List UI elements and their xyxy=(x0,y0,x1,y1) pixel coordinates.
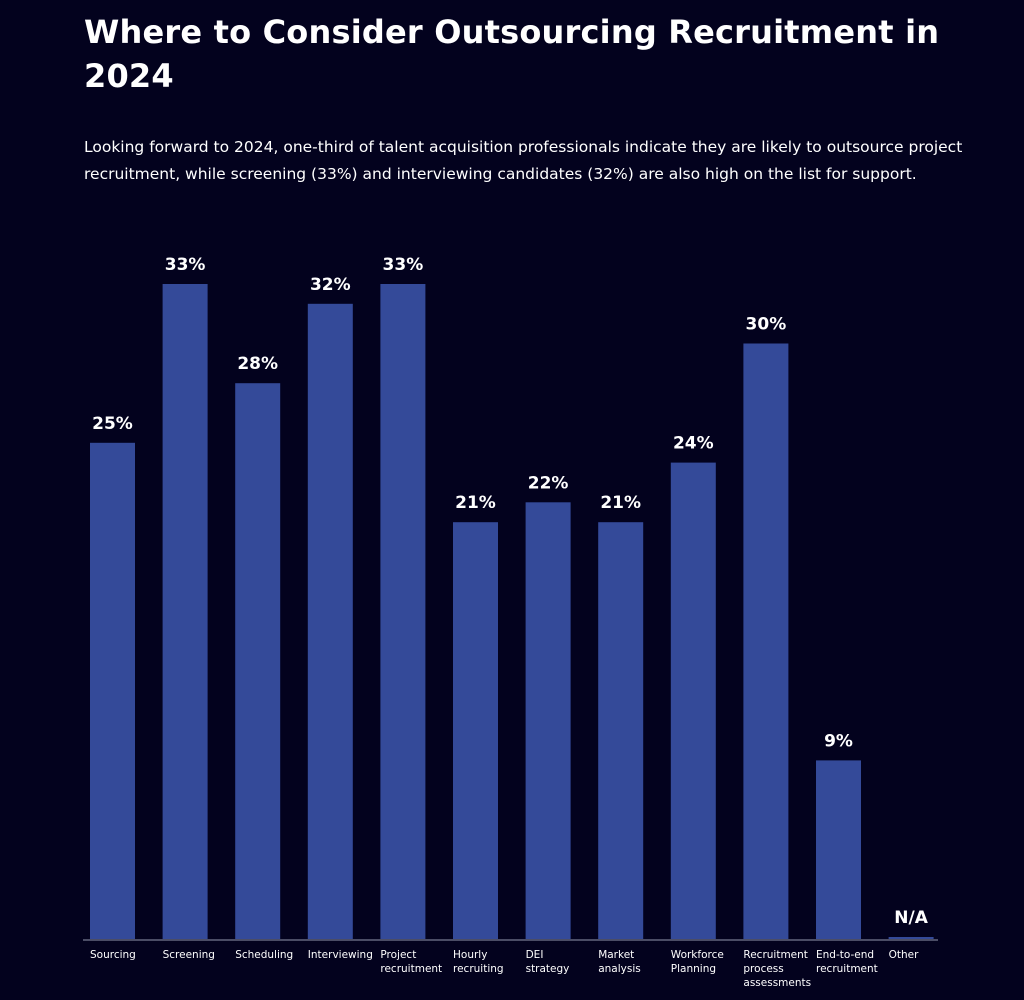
bar xyxy=(380,284,426,939)
category-label: Project recruitment xyxy=(380,949,443,975)
bar xyxy=(888,937,934,939)
value-label: 30% xyxy=(746,315,787,335)
value-label: 24% xyxy=(673,434,714,454)
category-label: Market analysis xyxy=(598,949,641,975)
bar xyxy=(743,343,789,939)
category-label: End-to-end recruitment xyxy=(816,949,878,975)
bar xyxy=(816,760,861,939)
bar xyxy=(525,502,571,939)
value-label: 33% xyxy=(165,255,206,275)
value-label: 32% xyxy=(310,275,351,295)
value-label: 33% xyxy=(383,255,424,275)
bar xyxy=(598,522,644,939)
category-label: DEI strategy xyxy=(525,949,570,975)
category-label: Scheduling xyxy=(235,949,294,961)
bar xyxy=(162,284,208,939)
value-label: N/A xyxy=(894,908,928,928)
category-label: Other xyxy=(888,949,919,961)
bars-group xyxy=(90,284,934,939)
bar xyxy=(307,303,353,939)
category-label: Sourcing xyxy=(90,949,136,961)
category-label: Hourly recruiting xyxy=(453,949,504,975)
page-subtitle: Looking forward to 2024, one-third of ta… xyxy=(84,138,963,183)
page-title: Where to Consider Outsourcing Recruitmen… xyxy=(84,13,940,95)
bar xyxy=(235,383,281,939)
value-label: 28% xyxy=(237,354,278,374)
category-label: Workforce Planning xyxy=(670,949,724,975)
bar xyxy=(90,442,135,939)
value-label: 9% xyxy=(824,731,853,751)
value-label: 21% xyxy=(600,493,641,513)
category-label: Screening xyxy=(162,949,215,961)
bar xyxy=(670,462,716,939)
value-label: 25% xyxy=(92,414,133,434)
category-label: Recruitment process assessments xyxy=(743,949,812,989)
value-labels-group: 25% 33% 28% 32% 33% 21% 22% 21% 24% 30% 9% N/A xyxy=(92,255,929,928)
bar xyxy=(453,522,498,939)
value-label: 21% xyxy=(455,493,496,513)
category-label: Interviewing xyxy=(307,949,373,961)
value-label: 22% xyxy=(528,473,569,493)
